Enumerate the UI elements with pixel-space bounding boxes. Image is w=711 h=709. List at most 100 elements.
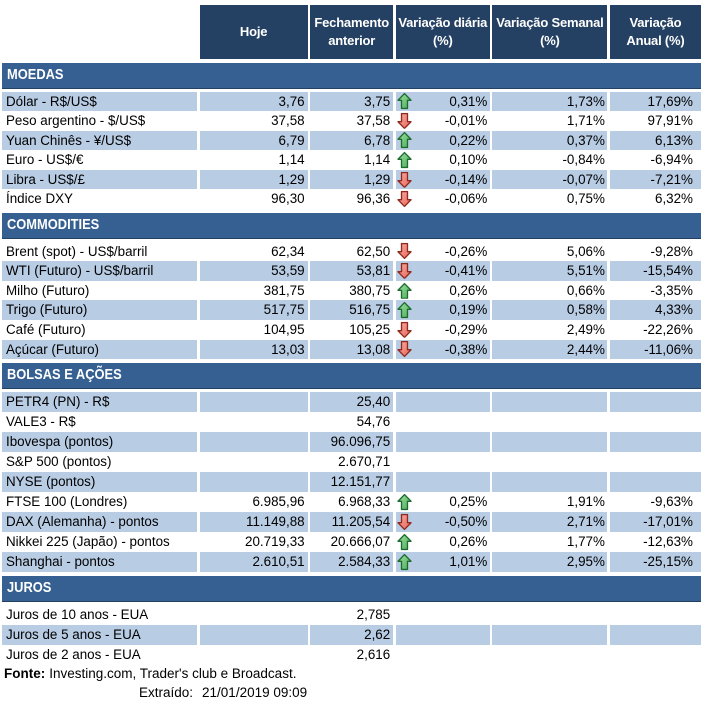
arrow-up-icon <box>397 151 412 169</box>
cell-variacao-anual: -17,01% <box>609 512 701 533</box>
section-rows-juros: Juros de 10 anos - EUA 2,785 Juros de 5 an… <box>2 604 701 665</box>
cell-fechamento-anterior-value: 96.096,75 <box>330 433 391 449</box>
cell-variacao-diaria-value: -0,14% <box>444 171 488 187</box>
table-row: Nikkei 225 (Japão) - pontos 20.719,33 20.6… <box>2 532 701 553</box>
cell-variacao-diaria: -0,38% <box>395 339 490 360</box>
column-header-line2: (%) <box>432 33 453 48</box>
section-header-commodities: COMMODITIES <box>2 213 701 239</box>
cell-hoje-value: 53,59 <box>271 263 305 279</box>
cell-variacao-anual: -25,15% <box>609 552 701 573</box>
cell-variacao-anual <box>609 604 701 625</box>
cell-fechamento-anterior: 13,08 <box>310 339 394 360</box>
row-label: Nikkei 225 (Japão) - pontos <box>2 532 197 553</box>
cell-variacao-semanal-value: 0,66% <box>566 282 605 298</box>
column-header-line2: (%) <box>540 33 560 48</box>
row-label-value: Libra - US$/£ <box>6 171 85 187</box>
cell-variacao-anual: -3,35% <box>609 280 701 301</box>
cell-variacao-semanal <box>492 411 608 432</box>
cell-fechamento-anterior-value: 1,29 <box>364 171 391 187</box>
cell-variacao-diaria: -0,29% <box>395 319 490 340</box>
cell-fechamento-anterior-value: 2,785 <box>356 606 391 622</box>
cell-variacao-anual: -7,21% <box>609 169 701 190</box>
cell-hoje <box>199 644 308 665</box>
cell-fechamento-anterior: 54,76 <box>310 411 394 432</box>
source-label: Fonte: <box>4 666 46 682</box>
table: Hoje Fechamento anterior Variação diária (%)… <box>2 5 701 702</box>
row-label: Brent (spot) - US$/barril <box>2 241 197 262</box>
cell-hoje-value: 3,76 <box>278 93 305 109</box>
row-label-value: Yuan Chinês - ¥/US$ <box>6 132 132 148</box>
table-row: VALE3 - R$ 54,76 <box>2 411 701 432</box>
cell-fechamento-anterior-value: 105,25 <box>349 321 391 337</box>
row-label-value: Açúcar (Futuro) <box>6 341 100 357</box>
row-label-value: NYSE (pontos) <box>6 474 96 489</box>
cell-variacao-anual-value: -25,15% <box>643 554 693 570</box>
arrow-down-icon <box>397 191 412 208</box>
cell-fechamento-anterior: 516,75 <box>310 300 394 320</box>
cell-fechamento-anterior-value: 62,50 <box>356 243 391 259</box>
column-header-line1: Fechamento <box>314 14 389 30</box>
cell-fechamento-anterior-value: 2.584,33 <box>338 554 391 570</box>
table-row: Brent (spot) - US$/barril 62,34 62,50 -0,26… <box>2 241 701 262</box>
row-label: Libra - US$/£ <box>2 169 197 190</box>
cell-variacao-diaria <box>395 451 490 472</box>
cell-fechamento-anterior-value: 37,58 <box>356 113 391 129</box>
cell-fechamento-anterior: 105,25 <box>310 319 394 340</box>
table-row: Ibovespa (pontos) 96.096,75 <box>2 431 701 452</box>
column-header-line1: Variação Semanal <box>496 14 604 30</box>
cell-variacao-diaria-value: -0,29% <box>444 321 488 337</box>
cell-fechamento-anterior-value: 20.666,07 <box>330 534 391 550</box>
cell-hoje-value: 37,58 <box>271 113 305 129</box>
cell-fechamento-anterior: 62,50 <box>310 241 394 262</box>
section-header-juros: JUROS <box>2 576 701 602</box>
cell-fechamento-anterior-value: 53,81 <box>356 263 391 279</box>
cell-fechamento-anterior-value: 54,76 <box>356 413 391 429</box>
cell-hoje: 517,75 <box>199 300 308 320</box>
cell-variacao-semanal-value: 0,37% <box>566 132 605 148</box>
cell-variacao-semanal-value: 2,71% <box>566 514 605 530</box>
row-label-value: Milho (Futuro) <box>6 282 90 298</box>
cell-variacao-semanal-value: 5,51% <box>566 263 605 279</box>
table-row: DAX (Alemanha) - pontos 11.149,88 11.205,5… <box>2 512 701 533</box>
cell-variacao-diaria-value: 0,31% <box>449 93 488 109</box>
row-label-value: Juros de 2 anos - EUA <box>6 646 141 662</box>
table-row: Peso argentino - $/US$ 37,58 37,58 -0,01% 1,… <box>2 111 701 131</box>
arrow-up-icon <box>397 93 412 110</box>
cell-variacao-semanal <box>492 624 608 645</box>
cell-variacao-semanal: 1,77% <box>492 532 608 553</box>
arrow-down-icon <box>397 112 412 129</box>
cell-variacao-diaria-value: 0,26% <box>449 282 488 298</box>
cell-variacao-anual-value: 4,33% <box>655 302 693 318</box>
column-header-line1: Variação <box>629 14 682 30</box>
cell-fechamento-anterior: 1,29 <box>310 169 394 190</box>
cell-fechamento-anterior-value: 516,75 <box>349 302 391 318</box>
row-label: Açúcar (Futuro) <box>2 339 197 360</box>
cell-variacao-diaria: -0,14% <box>395 169 490 190</box>
cell-fechamento-anterior: 2,785 <box>310 604 394 625</box>
row-label-value: DAX (Alemanha) - pontos <box>6 514 159 530</box>
cell-fechamento-anterior: 25,40 <box>310 391 394 412</box>
cell-hoje-value: 1,29 <box>278 171 305 187</box>
cell-hoje: 6,79 <box>199 130 308 151</box>
cell-variacao-anual: 17,69% <box>609 91 701 112</box>
cell-variacao-semanal-value: -0,07% <box>562 171 605 187</box>
cell-variacao-anual: 6,32% <box>609 189 701 210</box>
cell-variacao-diaria-value: -0,06% <box>444 191 488 207</box>
cell-hoje-value: 11.149,88 <box>246 514 305 530</box>
cell-variacao-anual: -6,94% <box>609 150 701 170</box>
cell-fechamento-anterior: 12.151,77 <box>310 472 394 493</box>
column-header-fechamento-anterior: Fechamento anterior <box>310 5 394 59</box>
cell-fechamento-anterior: 96,36 <box>310 189 394 210</box>
cell-variacao-semanal-value: 0,58% <box>566 302 605 318</box>
row-label-value: WTI (Futuro) - US$/barril <box>6 263 154 279</box>
row-label-value: Índice DXY <box>6 191 73 207</box>
table-row: Shanghai - pontos 2.610,51 2.584,33 1,01% 2,… <box>2 552 701 573</box>
cell-variacao-anual-value: -6,94% <box>650 152 693 168</box>
cell-variacao-semanal: 1,73% <box>492 91 608 112</box>
cell-fechamento-anterior-value: 6,78 <box>364 132 391 148</box>
cell-fechamento-anterior: 3,75 <box>310 91 394 112</box>
cell-variacao-anual-value: 6,13% <box>655 132 693 148</box>
cell-fechamento-anterior: 2.584,33 <box>310 552 394 573</box>
cell-variacao-diaria-value: -0,01% <box>444 113 488 129</box>
cell-variacao-anual: 4,33% <box>609 300 701 320</box>
